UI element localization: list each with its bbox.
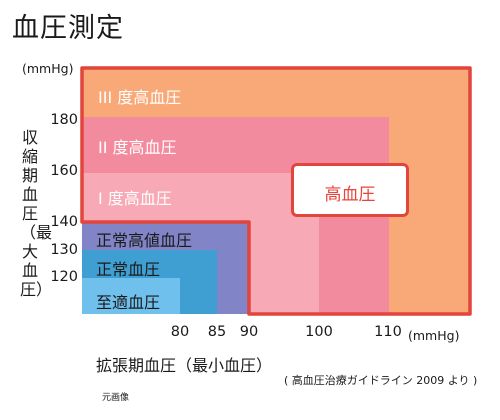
y-tick-130: 130 [50, 242, 78, 258]
y-tick-160: 160 [50, 163, 78, 179]
x-tick-110: 110 [374, 324, 402, 340]
zone-label-optimal: 至適血圧 [96, 293, 161, 312]
zone-label-grade2: II 度高血圧 [98, 138, 177, 157]
x-tick-100: 100 [305, 324, 333, 340]
y-axis-unit: (mmHg) [22, 61, 74, 76]
x-tick-90: 90 [239, 324, 259, 340]
page-title: 血圧測定 [12, 13, 124, 44]
hypertension-outline-path [80, 66, 472, 316]
y-tick-180: 180 [50, 112, 78, 128]
image-caption: 元画像 [102, 393, 130, 403]
x-tick-80: 80 [170, 324, 190, 340]
zone-label-grade1: I 度高血圧 [98, 189, 172, 208]
x-tick-85: 85 [207, 324, 227, 340]
y-tick-120: 120 [50, 269, 78, 285]
hypertension-label: 高血圧 [324, 185, 376, 205]
hypertension-label-box: 高血圧 [291, 163, 409, 217]
zone-label-grade3: III 度高血圧 [98, 88, 182, 107]
source-note: ( 高血圧治療ガイドライン 2009 より ) [284, 374, 478, 387]
x-axis-unit: (mmHg) [408, 328, 460, 343]
zone-optimal [82, 278, 180, 314]
zone-label-normal: 正常血圧 [96, 260, 161, 279]
x-axis-label: 拡張期血圧（最小血圧） [96, 356, 273, 375]
zone-label-high-normal: 正常高値血圧 [96, 231, 193, 250]
y-tick-140: 140 [50, 214, 78, 230]
